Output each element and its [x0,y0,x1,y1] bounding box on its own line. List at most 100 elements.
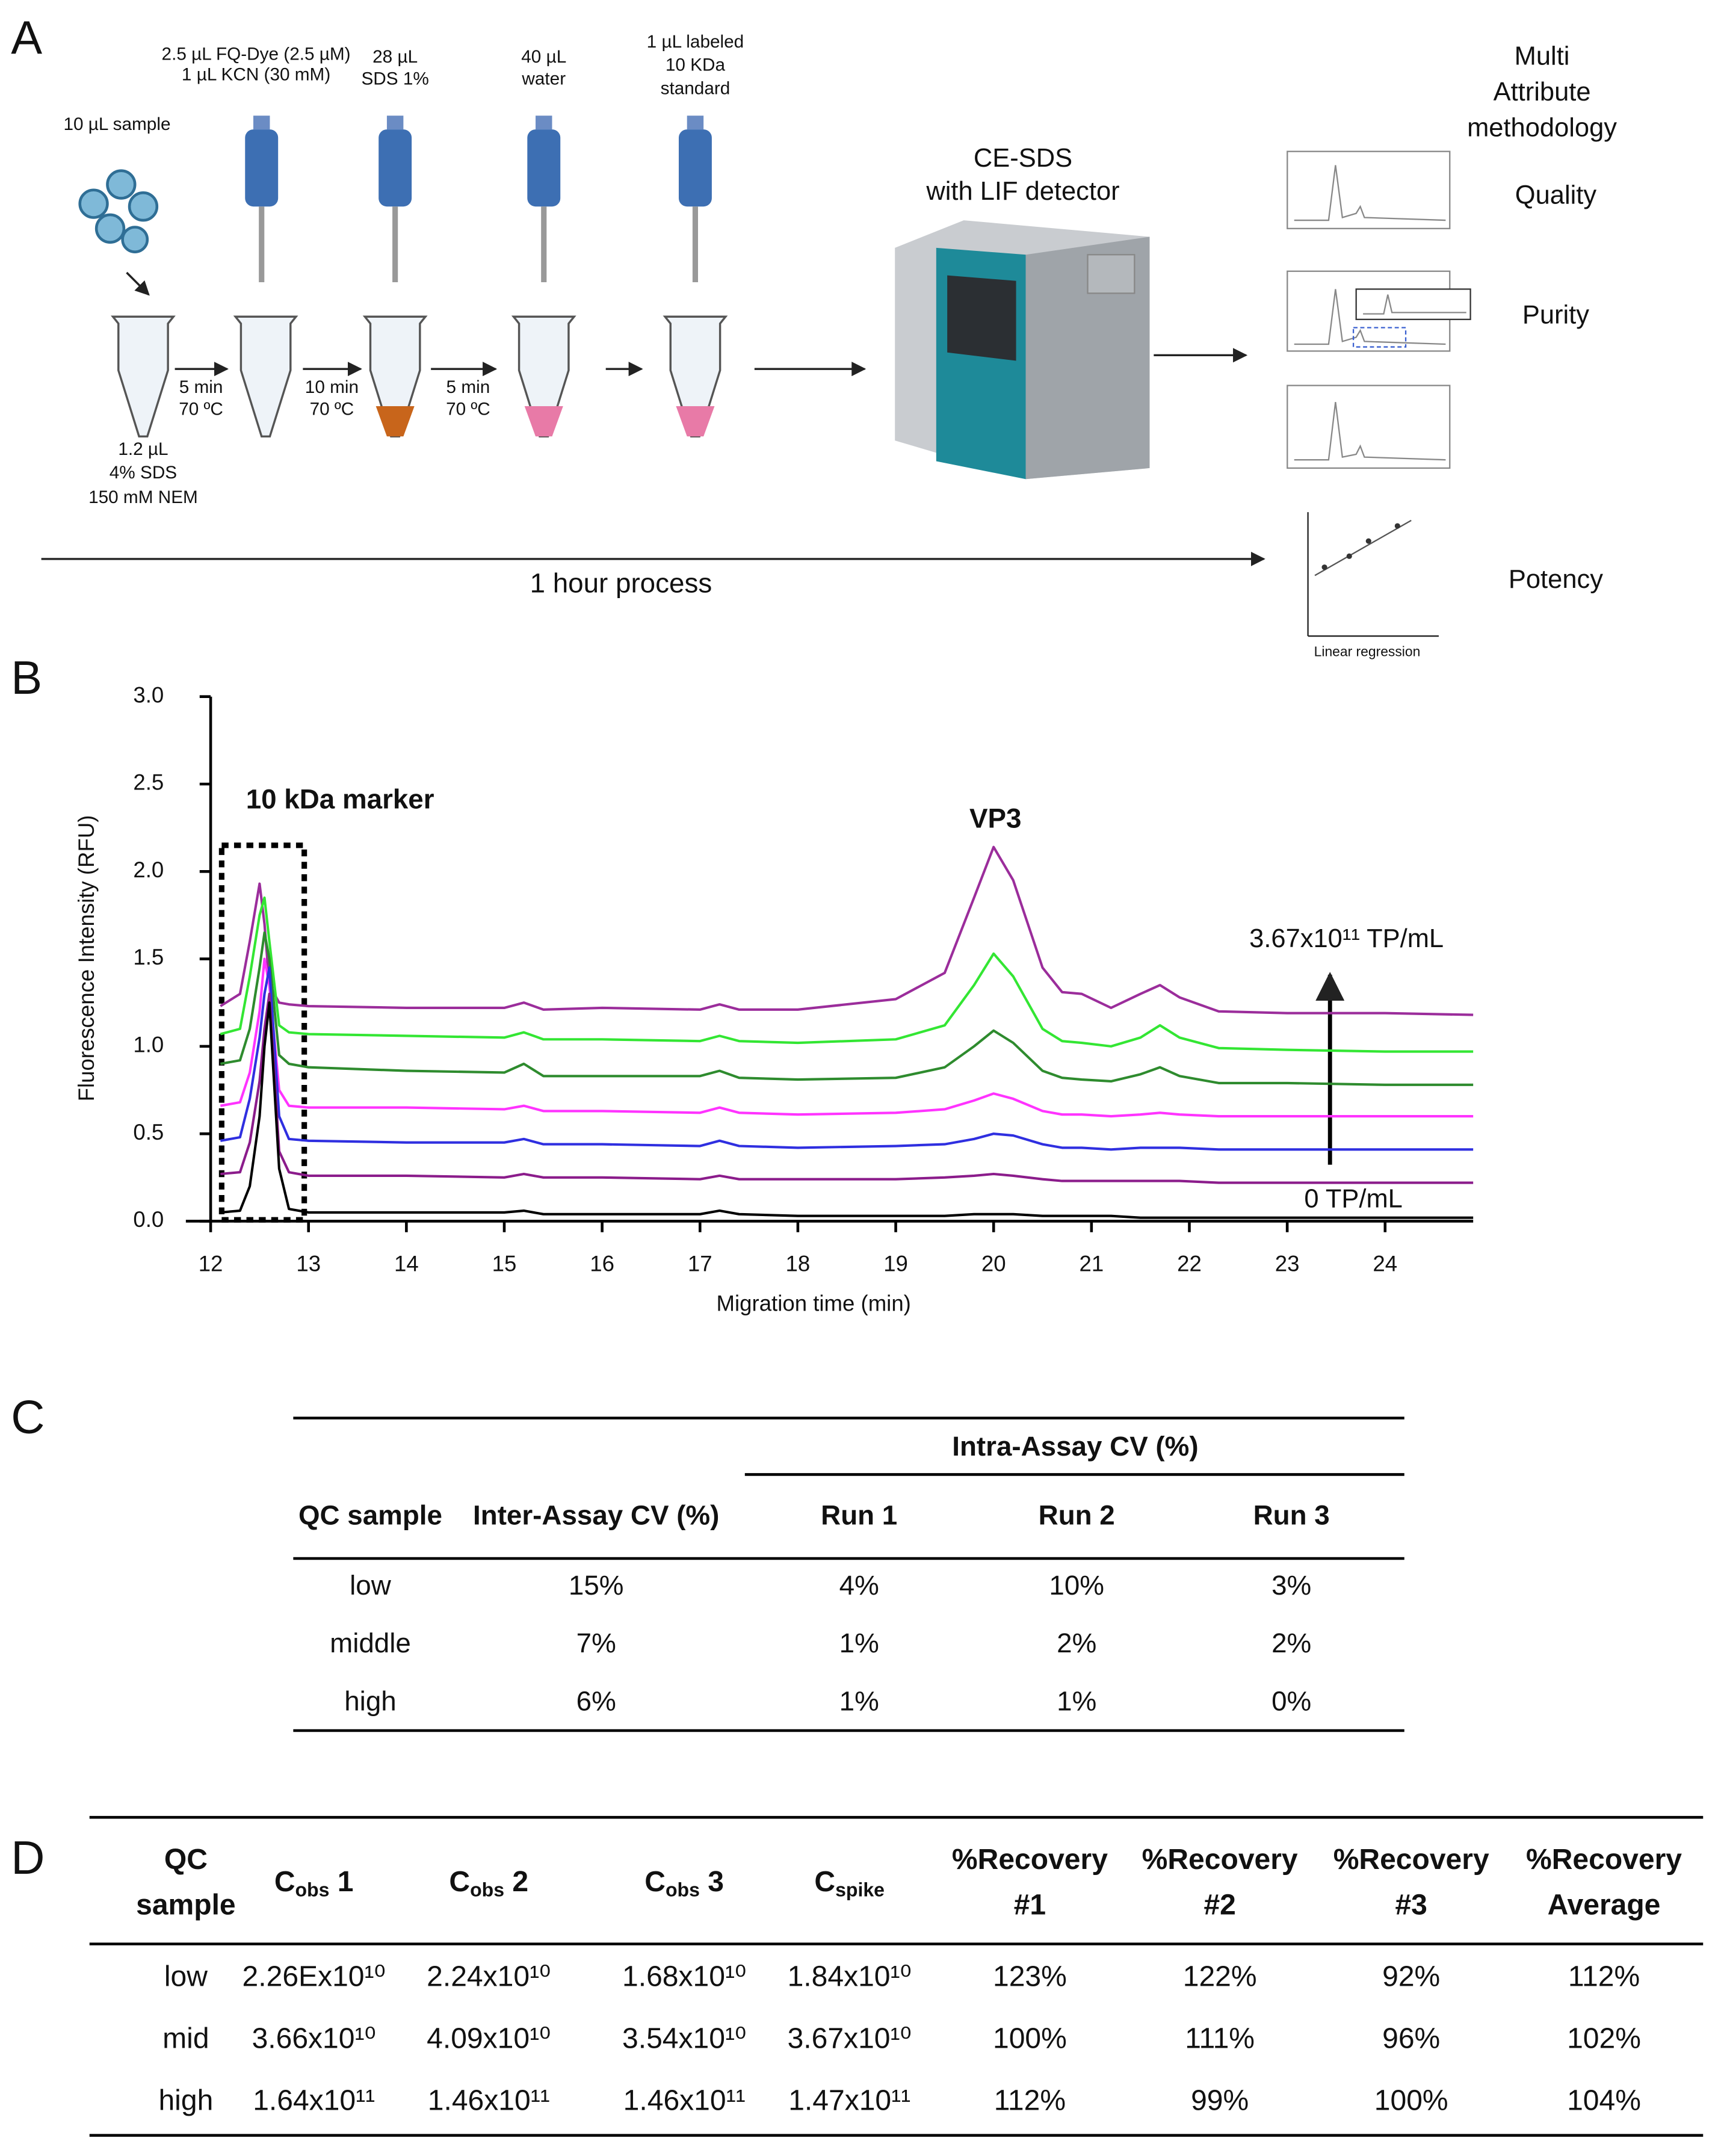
x-tick-label: 19 [883,1251,908,1276]
table-cell: 2.26Ex10¹⁰ [243,1961,386,1993]
arrow [126,271,150,296]
y-tick-label: 2.5 [133,770,164,795]
table-cell: 1.47x10¹¹ [788,2084,910,2116]
mini-charts [1287,150,1471,637]
attribute-label: Purity [1522,301,1589,330]
header-part: C [274,1866,295,1898]
x-tick-label: 13 [296,1251,321,1276]
panel-label: D [11,1832,45,1884]
table-cell: low [164,1961,208,1993]
column-header: Cspike [814,1866,885,1901]
attribute-label: Quality [1515,181,1597,210]
reagent-label: water [521,69,566,89]
header-part: 1 [329,1866,353,1898]
table-cell: 6% [576,1685,616,1716]
panel-label: A [11,12,42,64]
column-header: #1 [1014,1889,1046,1921]
table-cell: 3.54x10¹⁰ [622,2022,746,2054]
table-cell: 4.09x10¹⁰ [427,2022,551,2054]
table-cell: 99% [1191,2084,1249,2116]
y-tick-label: 1.5 [133,945,164,969]
header-subscript: obs [666,1879,700,1901]
table-cell: low [350,1570,392,1601]
group-header: Intra-Assay CV (%) [952,1431,1198,1462]
trace [220,1001,1474,1219]
column-header: #3 [1395,1889,1427,1921]
column-header: Run 3 [1253,1500,1330,1530]
table-cell: 4% [839,1570,879,1601]
x-tick-label: 18 [786,1251,811,1276]
table-cell: 92% [1382,1961,1440,1993]
column-header: Cobs 2 [449,1866,528,1901]
column-header: %Recovery [1333,1844,1489,1876]
panel-label: B [11,652,42,704]
column-header: %Recovery [1142,1844,1298,1876]
column-header: Cobs 3 [644,1866,724,1901]
tube-label: 1.2 µL [118,439,168,459]
table-cell: 1% [839,1685,879,1716]
column-header: Average [1548,1889,1661,1921]
table-cell: 111% [1185,2022,1255,2054]
x-tick-label: 12 [199,1251,223,1276]
table-cell: 100% [1374,2084,1448,2116]
trace [220,896,1474,1053]
x-tick-label: 16 [590,1251,614,1276]
instrument-label: CE-SDS [974,144,1072,173]
header-part: C [814,1866,835,1898]
table-cell: 122% [1183,1961,1257,1993]
x-tick-label: 20 [981,1251,1006,1276]
y-tick-label: 2.0 [133,857,164,882]
trace [220,957,1474,1118]
table-cell: 1.84x10¹⁰ [788,1961,912,1993]
table-cell: 3% [1271,1570,1311,1601]
y-axis-label: Fluorescence Intensity (RFU) [74,815,99,1102]
method-label: Multi [1515,42,1570,71]
column-header: sample [136,1889,236,1921]
chart: 0.0 0.5 1.0 1.5 2.0 2.5 3.0 12 13 14 15 16 17 18 19 20 2… [133,682,1474,1276]
column-header: QC sample [298,1500,442,1530]
step-label: 10 min [305,377,359,397]
header-part: C [644,1866,666,1898]
reagent-label: standard [661,79,731,99]
annotation: VP3 [969,803,1021,834]
y-tick-label: 1.0 [133,1033,164,1057]
y-tick-label: 0.0 [133,1207,164,1232]
column-header: Cobs 1 [274,1866,354,1901]
header-subscript: obs [295,1879,330,1901]
x-axis-label: Migration time (min) [717,1291,911,1316]
y-tick-label: 3.0 [133,682,164,707]
x-tick-label: 24 [1373,1251,1397,1276]
method-label: Attribute [1494,78,1591,107]
table-cell: 104% [1567,2084,1641,2116]
reagent-label: 1 µL KCN (30 mM) [182,65,330,85]
reagent-label: 40 µL [521,47,566,67]
attribute-label: Potency [1509,565,1603,594]
reagent-label: 1 µL labeled [647,32,744,52]
column-header: Inter-Assay CV (%) [473,1500,719,1530]
tubes [111,315,728,438]
table-cell: 102% [1567,2022,1641,2054]
pipettes [245,116,712,283]
x-tick-label: 22 [1177,1251,1202,1276]
header-part: C [449,1866,470,1898]
table-cell: high [158,2084,213,2116]
header-part: 3 [700,1866,724,1898]
trace [220,966,1474,1151]
reagent-label: 28 µL [372,47,418,67]
column-header: %Recovery [1526,1844,1682,1876]
regression-label: Linear regression [1314,644,1421,659]
step-label: 70 ºC [310,400,354,419]
x-tick-label: 21 [1079,1251,1104,1276]
header-subscript: obs [470,1879,504,1901]
header-subscript: spike [835,1879,885,1901]
process-label: 1 hour process [530,567,712,598]
table-cell: 2% [1057,1628,1096,1658]
instrument [895,220,1150,480]
x-tick-label: 23 [1275,1251,1300,1276]
table-cell: 1% [839,1628,879,1658]
sample-label: 10 µL sample [63,114,170,134]
y-tick-label: 0.5 [133,1120,164,1144]
tube-label: 4% SDS [110,463,177,483]
